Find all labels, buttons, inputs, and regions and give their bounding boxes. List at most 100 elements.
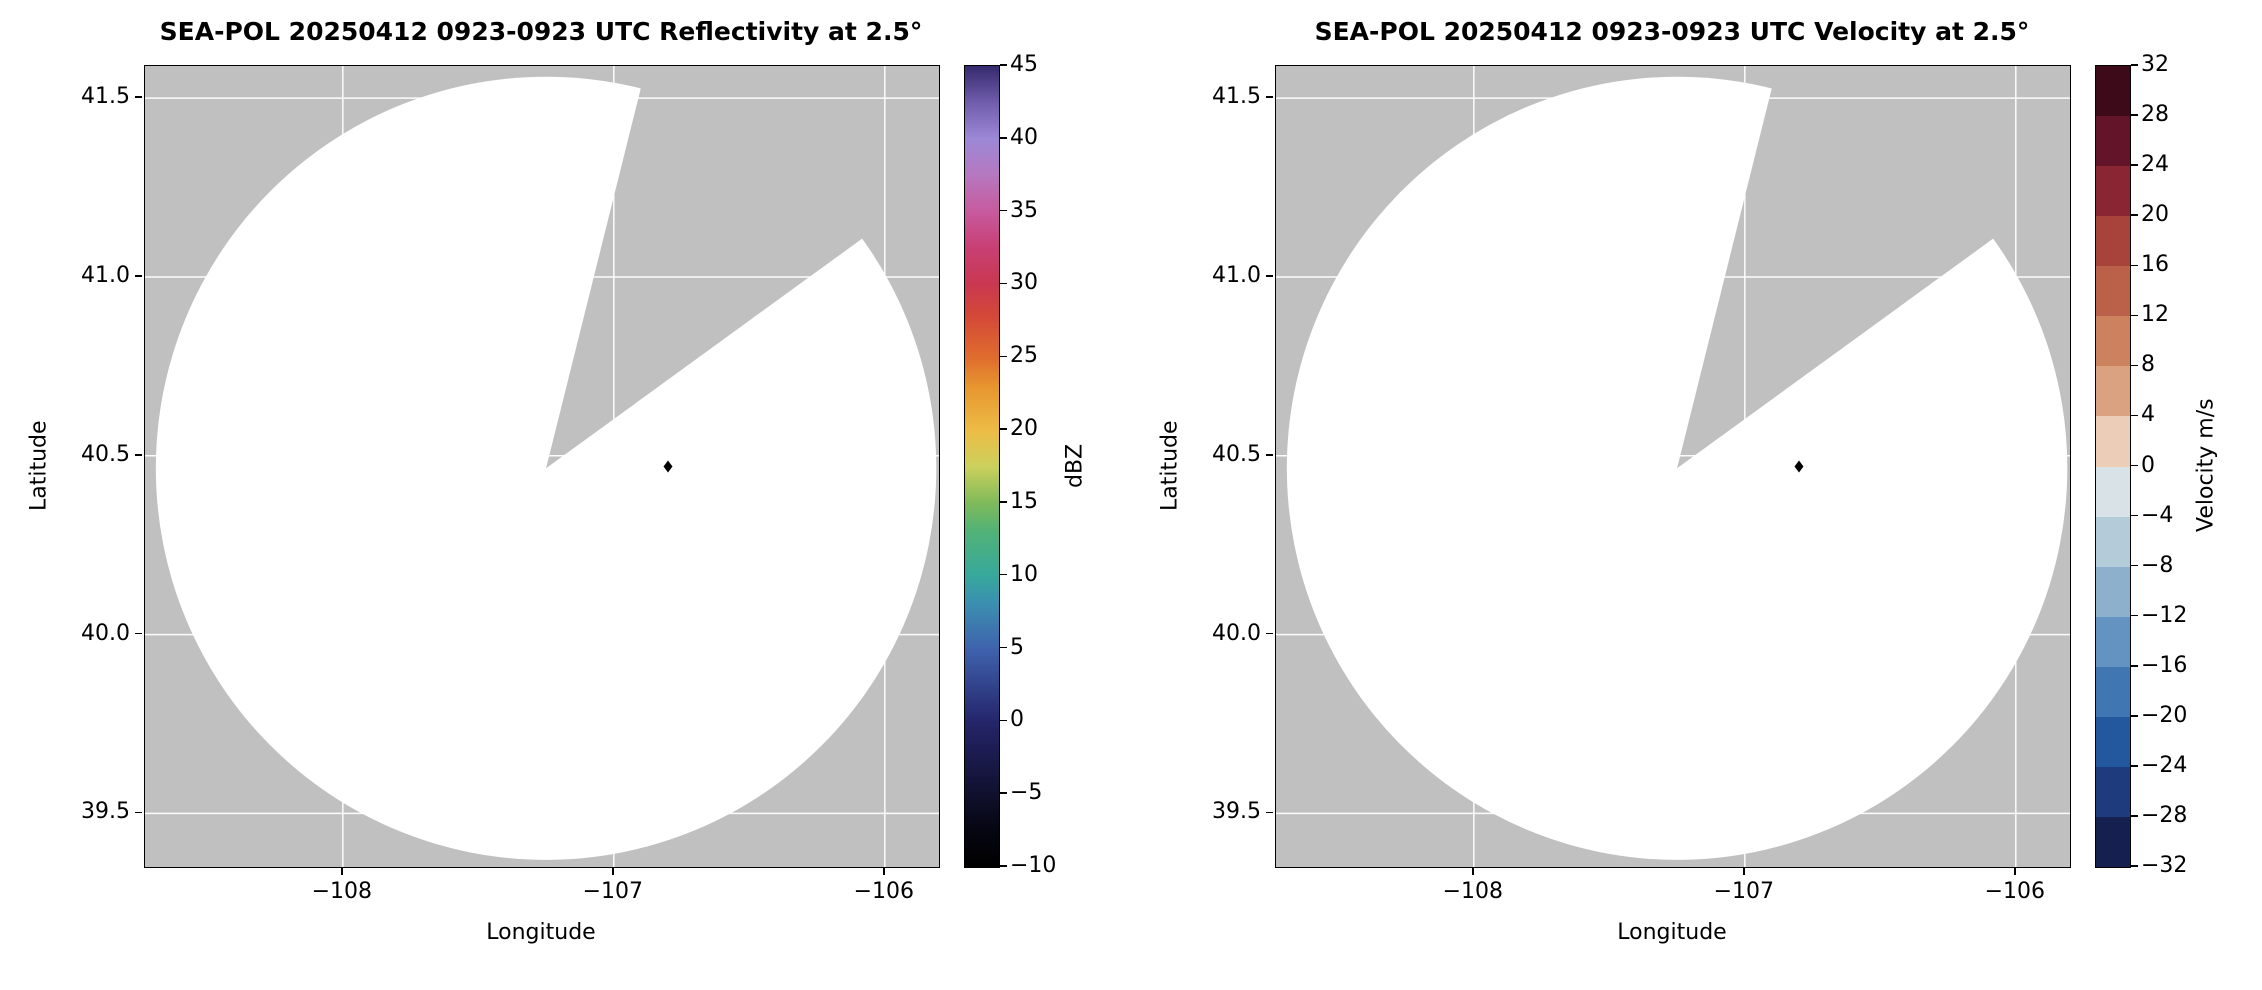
colorbar-tick-label: −28 (2141, 802, 2188, 828)
colorbar-tick-mark (2131, 765, 2138, 767)
colorbar-tick-label: −32 (2141, 853, 2188, 878)
colorbar-tick-label: 32 (2141, 52, 2169, 77)
colorbar-tick-mark (1000, 282, 1007, 285)
x-tick-mark (2014, 868, 2016, 875)
colorbar-tick-mark (2131, 64, 2138, 66)
colorbar-tick-label: 45 (1010, 52, 1038, 77)
x-tick-label: −107 (1713, 879, 1775, 904)
velocity-colorbar (2095, 65, 2131, 868)
y-tick-label: 39.5 (1212, 799, 1261, 825)
colorbar-tick-label: 28 (2141, 102, 2169, 128)
y-axis-label: Latitude (26, 420, 52, 511)
colorbar-segment (2096, 616, 2130, 668)
y-tick-label: 41.0 (1212, 262, 1261, 288)
y-tick-mark (1266, 454, 1273, 456)
colorbar-segment (2096, 166, 2130, 217)
velocity-title: SEA-POL 20250412 0923-0923 UTC Velocity … (1314, 17, 2030, 46)
colorbar-segment (2096, 66, 2130, 117)
colorbar-tick-label: 12 (2141, 302, 2169, 328)
colorbar-tick-mark (2131, 865, 2138, 867)
colorbar-tick-mark (2131, 114, 2138, 116)
colorbar-tick-mark (2131, 564, 2138, 567)
reflectivity-colorbar (964, 65, 1000, 868)
colorbar-tick-mark (1000, 501, 1007, 503)
colorbar-tick-mark (2131, 214, 2138, 216)
colorbar-tick-label: −16 (2141, 652, 2188, 678)
y-tick-label: 40.0 (81, 620, 130, 646)
colorbar-tick-label: −24 (2141, 752, 2188, 778)
reflectivity-panel: SEA-POL 20250412 0923-0923 UTC Reflectiv… (26, 17, 1088, 945)
x-tick-label: −108 (1442, 879, 1504, 904)
colorbar-tick-label: 10 (1010, 561, 1038, 587)
colorbar-tick-label: 24 (2141, 152, 2169, 178)
colorbar-segment (2096, 416, 2130, 467)
colorbar-segment (2096, 816, 2130, 867)
colorbar-tick-mark (2131, 314, 2138, 317)
colorbar-tick-label: −12 (2141, 602, 2188, 628)
colorbar-tick-mark (2131, 364, 2138, 367)
colorbar-tick-label: 20 (1010, 416, 1038, 442)
colorbar-segment (2096, 266, 2130, 317)
colorbar-tick-mark (1000, 792, 1007, 794)
colorbar-tick-label: 0 (2141, 452, 2155, 478)
y-tick-mark (135, 96, 142, 98)
colorbar-segment (2096, 366, 2130, 417)
plot-svg-velocity (1276, 66, 2070, 867)
x-tick-mark (341, 868, 343, 875)
colorbar-tick-label: 30 (1010, 270, 1038, 296)
y-tick-label: 41.5 (81, 84, 130, 110)
colorbar-segment (2096, 516, 2130, 568)
y-tick-mark (135, 275, 142, 277)
colorbar-segment (2096, 116, 2130, 167)
colorbar-tick-mark (2131, 414, 2138, 417)
colorbar-tick-mark (2131, 514, 2138, 517)
colorbar-tick-mark (1000, 64, 1007, 66)
colorbar-tick-label: 0 (1010, 707, 1024, 733)
y-tick-label: 41.5 (1212, 84, 1261, 110)
site-marker-diamond (1794, 460, 1804, 473)
colorbar-tick-mark (2131, 464, 2138, 467)
colorbar-tick-label: 4 (2141, 402, 2155, 428)
colorbar-tick-label: 8 (2141, 352, 2155, 378)
reflectivity-colorbar-label: dBZ (1062, 443, 1088, 488)
colorbar-tick-label: −8 (2141, 552, 2174, 578)
y-tick-mark (135, 811, 142, 814)
colorbar-tick-mark (2131, 715, 2138, 717)
y-tick-label: 40.5 (81, 441, 130, 467)
x-tick-mark (612, 868, 614, 875)
colorbar-segment (2096, 566, 2130, 618)
colorbar-segment (2096, 716, 2130, 768)
x-tick-label: −108 (311, 879, 373, 904)
colorbar-tick-mark (2131, 164, 2138, 166)
y-tick-label: 39.5 (81, 799, 130, 825)
x-tick-label: −106 (1984, 879, 2046, 904)
x-axis-label: Longitude (1617, 920, 1727, 945)
y-tick-label: 40.0 (1212, 620, 1261, 646)
plot-svg-reflectivity (145, 66, 939, 867)
blocked-sector-wedge (546, 66, 939, 469)
colorbar-tick-label: 15 (1010, 488, 1038, 514)
colorbar-tick-mark (2131, 264, 2138, 266)
y-tick-label: 40.5 (1212, 441, 1261, 467)
colorbar-tick-label: −5 (1010, 780, 1043, 806)
velocity-panel: SEA-POL 20250412 0923-0923 UTC Velocity … (1131, 0, 2262, 990)
colorbar-tick-label: 40 (1010, 124, 1038, 150)
colorbar-tick-label: 16 (2141, 252, 2169, 278)
y-tick-mark (135, 632, 142, 635)
velocity-plot-area (1275, 65, 2071, 868)
y-tick-mark (1266, 96, 1273, 98)
colorbar-tick-mark (1000, 355, 1007, 358)
colorbar-tick-label: 5 (1010, 634, 1024, 660)
y-tick-mark (135, 454, 142, 456)
colorbar-tick-mark (1000, 865, 1007, 867)
colorbar-segment (2096, 766, 2130, 818)
colorbar-tick-mark (1000, 428, 1007, 430)
y-tick-label: 41.0 (81, 262, 130, 288)
colorbar-tick-label: −20 (2141, 702, 2188, 728)
x-tick-mark (1743, 868, 1745, 875)
reflectivity-title: SEA-POL 20250412 0923-0923 UTC Reflectiv… (159, 17, 923, 46)
reflectivity-plot-area (144, 65, 940, 868)
x-axis-label: Longitude (486, 920, 596, 945)
colorbar-tick-mark (1000, 209, 1007, 212)
colorbar-segment (2096, 216, 2130, 267)
